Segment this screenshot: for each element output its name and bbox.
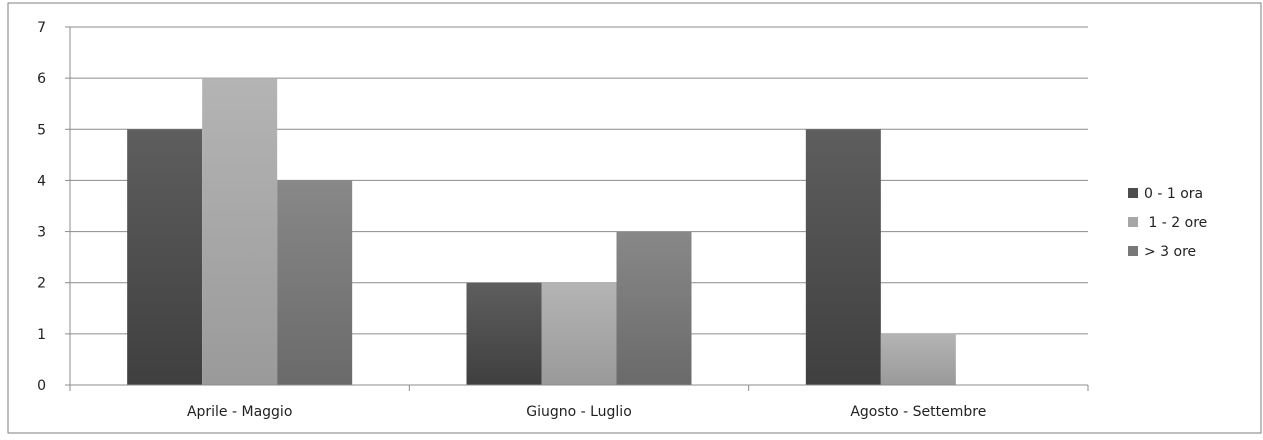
bar-1-2-ore-aprile-maggio <box>202 78 278 386</box>
legend-label: > 3 ore <box>1144 244 1196 260</box>
legend-label: 0 - 1 ora <box>1144 186 1203 202</box>
bars <box>127 78 956 386</box>
x-tick-label: Agosto - Settembre <box>850 404 986 420</box>
y-tick-label: 6 <box>37 71 46 87</box>
legend: 0 - 1 ora 1 - 2 ore > 3 ore <box>1128 186 1207 260</box>
y-tick-label: 1 <box>37 327 46 343</box>
x-tick-label: Aprile - Maggio <box>187 404 292 420</box>
legend-swatch-0-1-ora <box>1128 188 1138 198</box>
bar-0-1-ora-agosto-settembre <box>805 129 881 385</box>
bar-0-1-ora-giugno-luglio <box>466 282 542 385</box>
x-tick-label: Giugno - Luglio <box>526 404 632 420</box>
bar-1-2-ore-giugno-luglio <box>541 282 617 385</box>
bar-3-ore-giugno-luglio <box>616 231 692 385</box>
y-tick-label: 7 <box>37 20 46 36</box>
y-tick-label: 5 <box>37 122 46 138</box>
bar-1-2-ore-agosto-settembre <box>880 333 956 385</box>
axes <box>65 26 1089 391</box>
y-tick-labels: 0 1 2 3 4 5 6 7 <box>37 20 46 394</box>
x-tick-labels: Aprile - Maggio Giugno - Luglio Agosto - S… <box>187 404 986 420</box>
legend-label: 1 - 2 ore <box>1144 215 1207 231</box>
y-tick-label: 4 <box>37 173 46 189</box>
legend-swatch-1-2-ore <box>1128 217 1138 227</box>
y-tick-label: 3 <box>37 225 46 241</box>
y-tick-label: 0 <box>37 378 46 394</box>
y-tick-label: 2 <box>37 276 46 292</box>
legend-swatch-3-ore <box>1128 246 1138 256</box>
bar-3-ore-aprile-maggio <box>277 180 353 385</box>
bar-0-1-ora-aprile-maggio <box>127 129 203 385</box>
